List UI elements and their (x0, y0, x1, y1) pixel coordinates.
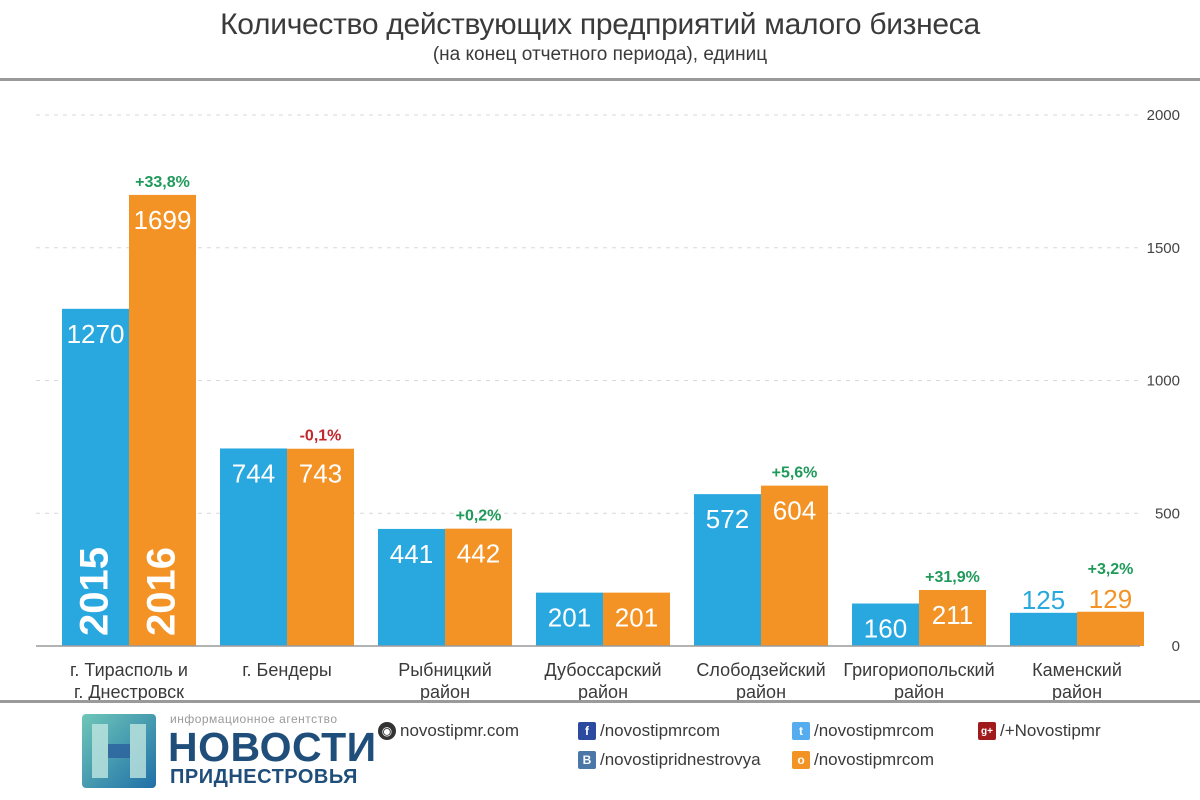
bar-chart: 0 500 1000 1500 2000 1270 1699 +33,8% г. Тираспо… (36, 107, 1180, 700)
bar-value-label: 1270 (67, 319, 125, 349)
legend-year-2016: 2016 (140, 547, 184, 636)
bar-2015 (62, 308, 129, 646)
facebook-icon: f (578, 722, 596, 740)
bar-value-label: 160 (864, 614, 907, 644)
agency-name: НОВОСТИ (168, 724, 377, 770)
y-tick-label: 1000 (1147, 373, 1180, 390)
category-label: Рыбницкий (398, 660, 492, 680)
site-link[interactable]: ◉ novostipmr.com (378, 721, 519, 741)
bottom-divider (0, 700, 1200, 703)
bar-2015 (1010, 612, 1077, 646)
chart-title: Количество действующих предприятий малог… (220, 8, 980, 41)
twitter-icon: t (792, 722, 810, 740)
facebook-link[interactable]: f /novostipmrcom (578, 721, 720, 741)
bar-2015 (536, 592, 603, 646)
category-label: Григориопольский (843, 660, 994, 680)
category-label: г. Днестровск (74, 682, 184, 700)
bar-value-label: 129 (1089, 584, 1132, 614)
category-label: район (420, 682, 470, 700)
change-label: +5,6% (772, 465, 818, 482)
y-tick-label: 2000 (1147, 107, 1180, 124)
category-label: район (894, 682, 944, 700)
bar-value-label: 743 (299, 459, 342, 489)
odnoklassniki-link[interactable]: o /novostipmrcom (792, 750, 934, 770)
bar-value-label: 572 (706, 504, 749, 534)
bar-2016 (761, 485, 828, 646)
change-label: +0,2% (456, 508, 502, 525)
change-label: -0,1% (300, 428, 342, 445)
vk-link[interactable]: B /novostipridnestrovya (578, 750, 761, 770)
y-tick-label: 0 (1172, 638, 1180, 655)
bar-2016 (287, 448, 354, 646)
vk-link-text: /novostipridnestrovya (600, 750, 761, 769)
bar-2016 (445, 528, 512, 646)
bar-2016 (919, 589, 986, 646)
y-tick-label: 1500 (1147, 240, 1180, 257)
bar-2015 (378, 528, 445, 646)
category-label: район (736, 682, 786, 700)
bar-value-label: 211 (932, 600, 973, 630)
bar-2015 (694, 494, 761, 646)
agency-tagline: информационное агентство (170, 712, 338, 726)
bar-value-label: 604 (773, 496, 816, 526)
change-label: +3,2% (1088, 561, 1134, 578)
bar-value-label: 744 (232, 458, 275, 488)
googleplus-icon: g+ (978, 722, 996, 740)
bar-2016 (129, 194, 196, 646)
bar-2016 (1077, 611, 1144, 646)
odnoklassniki-icon: o (792, 751, 810, 769)
category-label: г. Тирасполь и (70, 660, 188, 680)
googleplus-link-text: /+Novostipmr (1000, 721, 1101, 740)
change-label: +33,8% (135, 174, 190, 191)
category-label: Каменский (1032, 660, 1122, 680)
bar-2016 (603, 592, 670, 646)
googleplus-link[interactable]: g+ /+Novostipmr (978, 721, 1101, 741)
legend-year-2015: 2015 (73, 547, 117, 636)
y-tick-label: 500 (1155, 505, 1180, 522)
twitter-link[interactable]: t /novostipmrcom (792, 721, 934, 741)
category-label: Слободзейский (696, 660, 825, 680)
bar-value-label: 125 (1022, 585, 1065, 615)
twitter-link-text: /novostipmrcom (814, 721, 934, 740)
agency-region: ПРИДНЕСТРОВЬЯ (170, 766, 358, 788)
bar-value-label: 1699 (134, 205, 192, 235)
bar-value-label: 441 (390, 539, 433, 569)
odnoklassniki-link-text: /novostipmrcom (814, 750, 934, 769)
top-divider (0, 78, 1200, 81)
vk-icon: B (578, 751, 596, 769)
agency-logo-icon (82, 714, 156, 788)
bar-2015 (220, 448, 287, 646)
change-label: +31,9% (925, 569, 980, 586)
bar-value-label: 201 (615, 603, 658, 633)
chart-subtitle: (на конец отчетного периода), единиц (432, 44, 768, 65)
bar-value-label: 442 (457, 539, 500, 569)
category-label: Дубоссарский (544, 660, 661, 680)
facebook-link-text: /novostipmrcom (600, 721, 720, 740)
site-link-text: novostipmr.com (400, 721, 520, 740)
globe-icon: ◉ (378, 722, 396, 740)
bar-value-label: 201 (548, 603, 591, 633)
category-label: район (578, 682, 628, 700)
category-label: г. Бендеры (242, 660, 332, 680)
bar-2015 (852, 603, 919, 646)
category-label: район (1052, 682, 1102, 700)
